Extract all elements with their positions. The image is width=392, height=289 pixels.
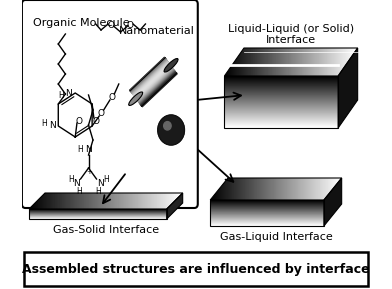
Text: H: H (41, 118, 47, 127)
Text: O: O (98, 108, 105, 118)
Text: N: N (97, 179, 103, 188)
Text: Nanomaterial: Nanomaterial (119, 26, 195, 36)
Text: H: H (68, 175, 74, 184)
Circle shape (164, 122, 171, 130)
FancyArrowPatch shape (198, 150, 233, 182)
Text: H: H (95, 188, 101, 197)
Ellipse shape (129, 92, 143, 105)
Ellipse shape (164, 59, 178, 72)
Text: Gas-Liquid Interface: Gas-Liquid Interface (220, 232, 332, 242)
FancyBboxPatch shape (24, 252, 368, 286)
Polygon shape (338, 48, 358, 128)
Text: H: H (58, 92, 64, 101)
Text: +: + (87, 169, 93, 175)
Text: Assembled structures are influenced by interface: Assembled structures are influenced by i… (22, 264, 370, 277)
Text: H: H (103, 175, 109, 184)
Text: O: O (108, 92, 115, 101)
Text: H: H (76, 188, 82, 197)
FancyArrowPatch shape (103, 174, 125, 203)
Text: N: N (65, 90, 73, 99)
FancyArrowPatch shape (199, 92, 241, 100)
Circle shape (158, 115, 185, 145)
FancyBboxPatch shape (22, 0, 198, 208)
Text: O: O (75, 116, 82, 125)
Text: N: N (49, 121, 55, 129)
Polygon shape (167, 193, 183, 219)
Text: H: H (78, 144, 83, 153)
Text: O: O (127, 21, 134, 29)
Text: Liquid-Liquid (or Solid): Liquid-Liquid (or Solid) (228, 24, 354, 34)
Text: O: O (107, 21, 114, 29)
Polygon shape (324, 178, 342, 226)
Text: N: N (85, 145, 92, 155)
Text: N: N (74, 179, 80, 188)
Text: Interface: Interface (266, 35, 316, 45)
Text: Gas-Solid Interface: Gas-Solid Interface (53, 225, 159, 235)
Text: O: O (92, 116, 99, 125)
Text: Organic Molecule: Organic Molecule (33, 18, 129, 28)
